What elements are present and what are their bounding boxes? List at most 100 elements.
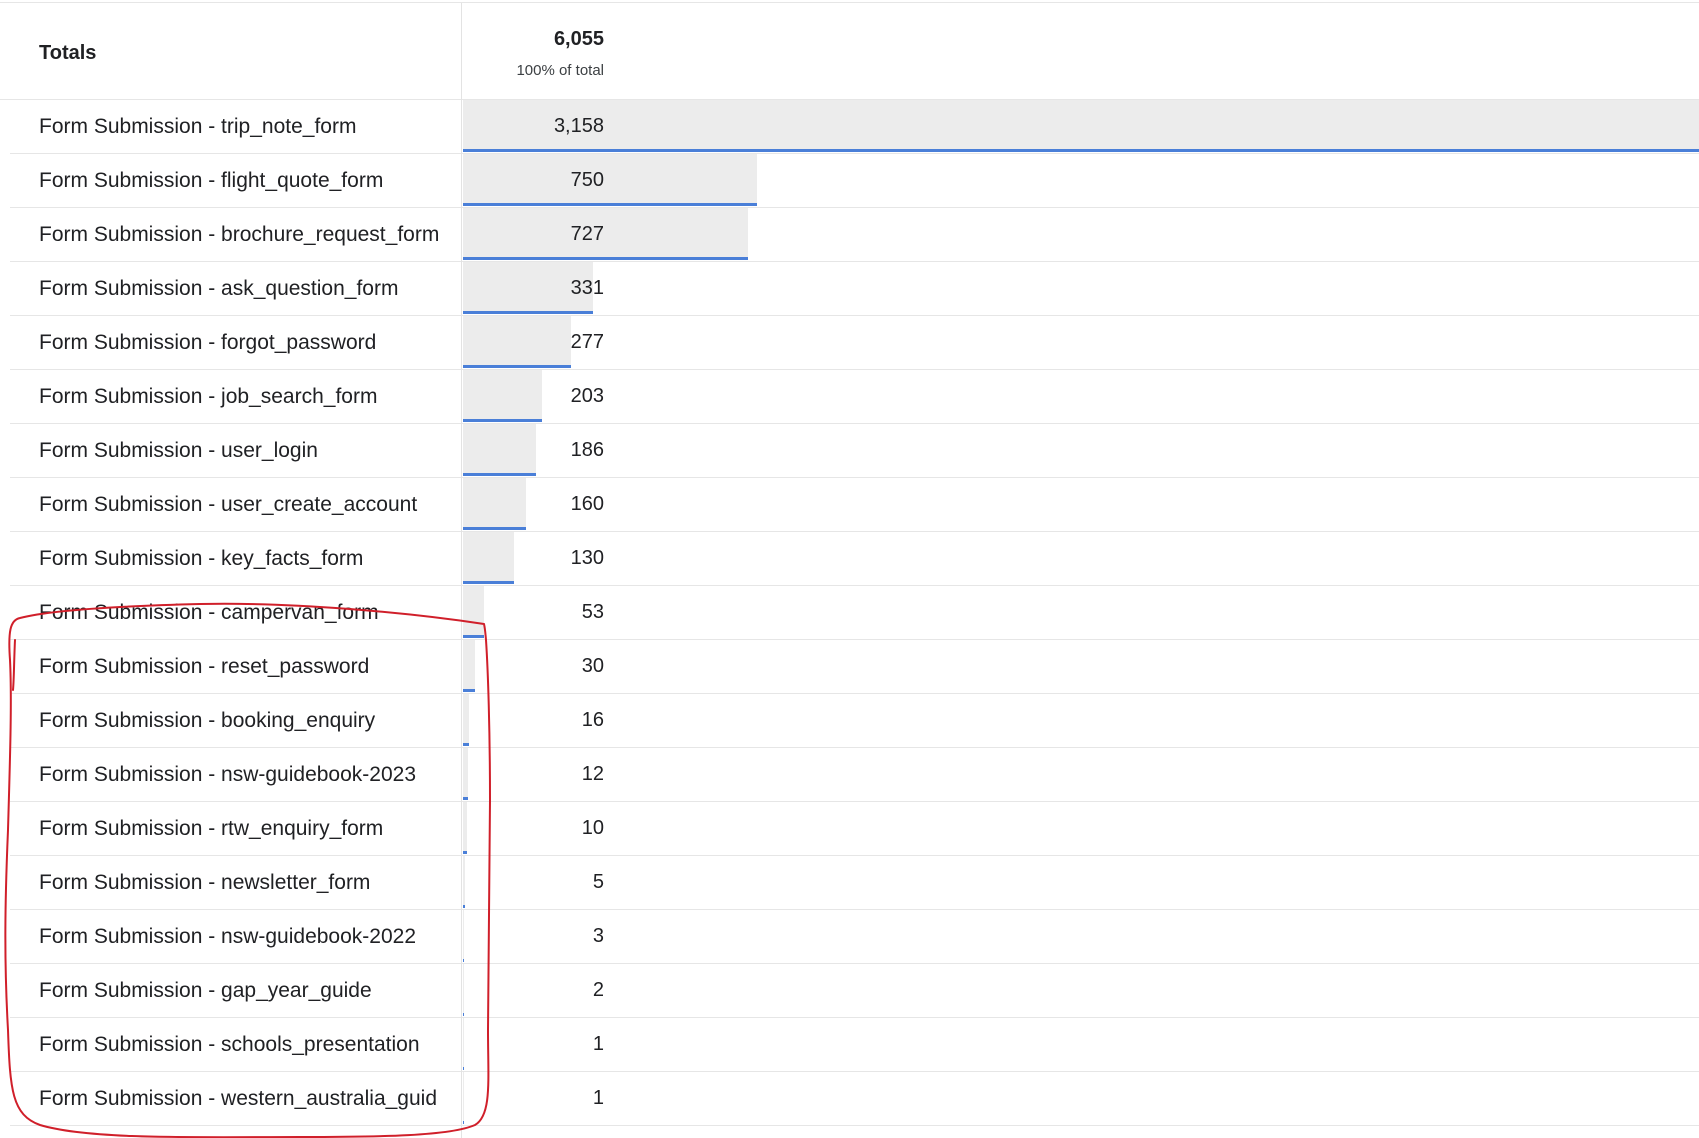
event-name: Form Submission - western_australia_guid [39, 1087, 438, 1110]
table-row[interactable]: Form Submission - trip_note_form 3,158 [0, 100, 1699, 154]
event-name: Form Submission - booking_enquiry [39, 709, 376, 732]
table-row[interactable]: Form Submission - rtw_enquiry_form 10 [0, 802, 1699, 856]
table-row[interactable]: Form Submission - campervan_form 53 [0, 586, 1699, 640]
event-name: Form Submission - key_facts_form [39, 547, 364, 570]
row-divider [10, 1071, 1699, 1072]
event-name: Form Submission - rtw_enquiry_form [39, 817, 384, 840]
table-row[interactable]: Form Submission - user_create_account 160 [0, 478, 1699, 532]
table-row[interactable]: Form Submission - schools_presentation 1 [0, 1018, 1699, 1072]
table-row[interactable]: Form Submission - nsw-guidebook-2022 3 [0, 910, 1699, 964]
table-row[interactable]: Form Submission - gap_year_guide 2 [0, 964, 1699, 1018]
bar-indicator [463, 635, 484, 638]
row-divider [10, 747, 1699, 748]
event-count: 53 [581, 601, 604, 623]
event-count: 30 [581, 655, 604, 677]
bar-background [463, 154, 757, 205]
row-divider [10, 963, 1699, 964]
bar-background [463, 262, 593, 313]
bar-background [463, 802, 467, 853]
bar-indicator [463, 149, 1699, 152]
event-name: Form Submission - schools_presentation [39, 1033, 420, 1056]
event-name: Form Submission - newsletter_form [39, 871, 371, 894]
bar-indicator [463, 797, 468, 800]
totals-value: 6,055 [553, 28, 604, 50]
bar-indicator [463, 959, 465, 962]
row-divider [10, 909, 1699, 910]
event-count: 2 [592, 979, 604, 1001]
bar-indicator [463, 311, 593, 314]
bar-indicator [463, 743, 470, 746]
bar-indicator [463, 905, 465, 908]
table-row[interactable]: Form Submission - reset_password 30 [0, 640, 1699, 694]
bar-indicator [463, 581, 514, 584]
row-divider [10, 261, 1699, 262]
bar-indicator [463, 851, 467, 854]
event-name: Form Submission - user_login [39, 439, 318, 462]
event-name: Form Submission - brochure_request_form [39, 223, 440, 246]
event-name: Form Submission - trip_note_form [39, 115, 357, 138]
event-count: 750 [570, 169, 604, 191]
bar-background [463, 748, 468, 799]
row-divider [10, 531, 1699, 532]
event-count: 727 [570, 223, 604, 245]
event-name: Form Submission - forgot_password [39, 331, 377, 354]
row-divider [10, 153, 1699, 154]
event-name: Form Submission - nsw-guidebook-2023 [39, 763, 417, 786]
table-row[interactable]: Form Submission - flight_quote_form 750 [0, 154, 1699, 208]
bar-background [463, 586, 484, 637]
event-count: 160 [570, 493, 604, 515]
table-row[interactable]: Form Submission - nsw-guidebook-2023 12 [0, 748, 1699, 802]
bar-background [463, 424, 536, 475]
bar-background [463, 100, 1699, 151]
event-count: 1 [592, 1087, 604, 1109]
event-count: 1 [592, 1033, 604, 1055]
table-row[interactable]: Form Submission - newsletter_form 5 [0, 856, 1699, 910]
event-count: 16 [581, 709, 604, 731]
table-row[interactable]: Form Submission - ask_question_form 331 [0, 262, 1699, 316]
event-count: 186 [570, 439, 604, 461]
row-divider [10, 585, 1699, 586]
bar-indicator [463, 1067, 464, 1070]
event-count: 331 [570, 277, 604, 299]
row-divider [10, 693, 1699, 694]
bar-background [463, 208, 748, 259]
event-count: 277 [570, 331, 604, 353]
event-count: 130 [570, 547, 604, 569]
row-divider [10, 369, 1699, 370]
row-divider [10, 477, 1699, 478]
bar-background [463, 910, 465, 961]
bar-indicator [463, 1121, 464, 1124]
bar-background [463, 856, 465, 907]
bar-indicator [463, 473, 536, 476]
table-row[interactable]: Form Submission - job_search_form 203 [0, 370, 1699, 424]
row-divider [10, 855, 1699, 856]
event-name: Form Submission - flight_quote_form [39, 169, 384, 192]
row-divider [10, 207, 1699, 208]
totals-row: Totals 6,055 100% of total [0, 3, 1699, 100]
bar-background [463, 532, 514, 583]
totals-label: Totals [39, 42, 97, 64]
bar-background [463, 964, 464, 1015]
bar-indicator [463, 419, 543, 422]
top-border [0, 2, 1699, 3]
row-divider [10, 315, 1699, 316]
table-row[interactable]: Form Submission - booking_enquiry 16 [0, 694, 1699, 748]
event-name: Form Submission - nsw-guidebook-2022 [39, 925, 417, 948]
table-row[interactable]: Form Submission - forgot_password 277 [0, 316, 1699, 370]
event-count: 3 [592, 925, 604, 947]
table-row[interactable]: Form Submission - user_login 186 [0, 424, 1699, 478]
bar-indicator [463, 257, 748, 260]
event-name: Form Submission - campervan_form [39, 601, 379, 624]
bar-indicator [463, 527, 526, 530]
table-row[interactable]: Form Submission - brochure_request_form 7… [0, 208, 1699, 262]
event-name: Form Submission - ask_question_form [39, 277, 399, 300]
table-row[interactable]: Form Submission - key_facts_form 130 [0, 532, 1699, 586]
event-count: 5 [592, 871, 604, 893]
event-count: 3,158 [553, 115, 604, 137]
bar-background [463, 316, 572, 367]
bar-indicator [463, 1013, 464, 1016]
table-row[interactable]: Form Submission - western_australia_guid… [0, 1072, 1699, 1126]
column-divider [461, 3, 462, 1138]
bar-indicator [463, 203, 757, 206]
event-name: Form Submission - gap_year_guide [39, 979, 372, 1002]
